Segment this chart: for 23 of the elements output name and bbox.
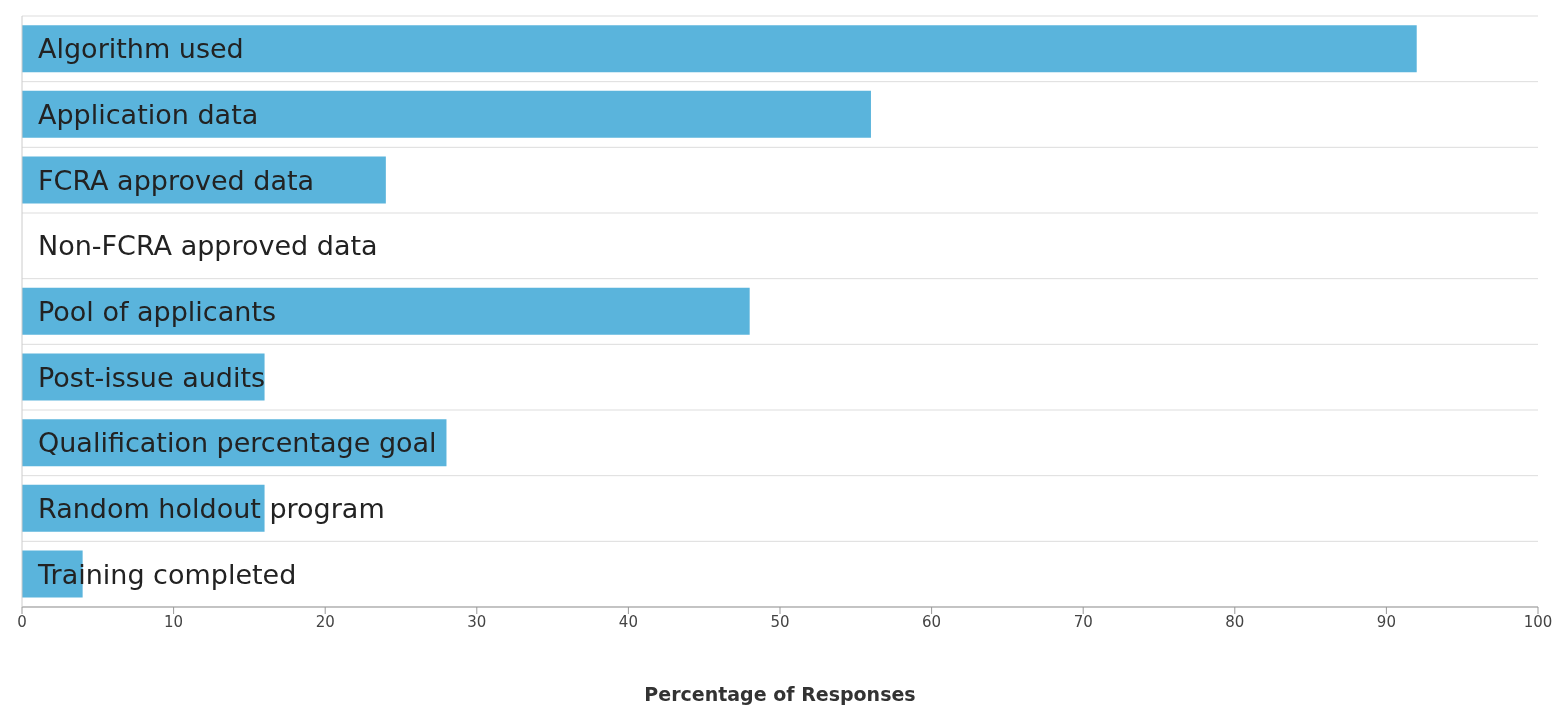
x-tick-label: 40	[618, 612, 638, 631]
bar	[22, 287, 750, 335]
x-tick-label: 90	[1376, 612, 1396, 631]
y-tick-label: Application data	[38, 98, 259, 130]
y-tick-label: Qualification percentage goal	[38, 427, 437, 459]
x-tick-label: 60	[922, 612, 942, 631]
bar	[22, 25, 1417, 73]
x-tick-label: 80	[1225, 612, 1245, 631]
x-tick-label: 10	[164, 612, 184, 631]
y-tick-label: Algorithm used	[38, 33, 244, 65]
x-tick-label: 70	[1073, 612, 1093, 631]
x-tick-label: 100	[1523, 612, 1553, 631]
x-tick-label: 30	[467, 612, 487, 631]
bar	[22, 90, 871, 138]
x-axis-title: Percentage of Responses	[644, 683, 916, 705]
y-tick-label: Pool of applicants	[38, 295, 277, 327]
y-tick-label: Random holdout program	[38, 492, 385, 524]
y-tick-label: Non-FCRA approved data	[38, 230, 378, 262]
x-tick-label: 50	[770, 612, 790, 631]
x-tick-label: 0	[17, 612, 27, 631]
x-tick-label: 20	[315, 612, 335, 631]
y-tick-label: FCRA approved data	[38, 164, 315, 196]
y-tick-label: Post-issue audits	[38, 361, 266, 393]
